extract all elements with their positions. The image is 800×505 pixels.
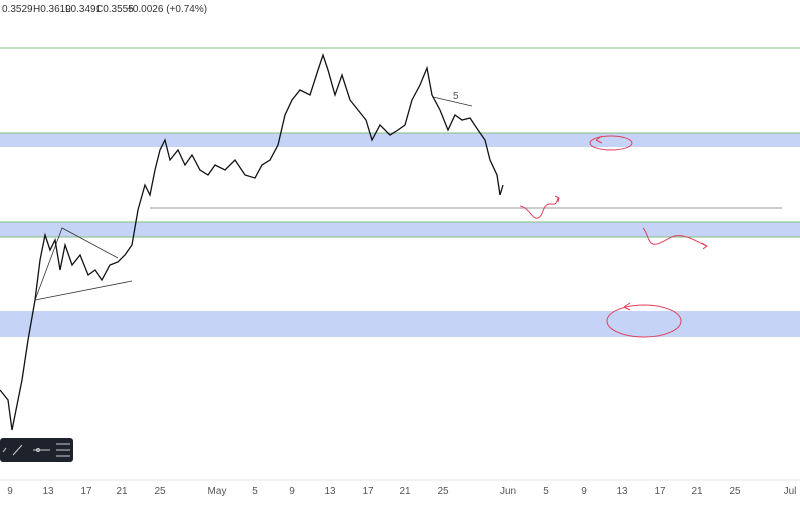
zone	[0, 222, 800, 237]
time-label: Jun	[500, 486, 516, 497]
ohlc-value: L0.3491	[65, 4, 102, 15]
triangle-drawing	[432, 96, 473, 107]
time-label: 5	[543, 486, 549, 497]
time-label: 21	[691, 486, 703, 497]
time-label: 13	[42, 486, 54, 497]
zone	[0, 133, 800, 147]
drawing-toolbar[interactable]	[0, 438, 73, 462]
time-label: 25	[729, 486, 741, 497]
ohlc-value: 0.3529	[2, 4, 33, 15]
ohlc-value: C0.3555	[96, 4, 134, 15]
ohlc-value: +0.0026 (+0.74%)	[127, 4, 207, 15]
drawing-label: 5	[453, 91, 459, 102]
time-label: 13	[324, 486, 336, 497]
zone	[0, 311, 800, 337]
time-label: 9	[289, 486, 295, 497]
time-label: 21	[399, 486, 411, 497]
price-path	[0, 52, 504, 431]
time-label: 17	[80, 486, 92, 497]
time-label: 17	[654, 486, 666, 497]
time-label: 25	[437, 486, 449, 497]
time-label: 9	[7, 486, 13, 497]
time-label: Jul	[784, 486, 797, 497]
time-label: 5	[252, 486, 258, 497]
time-label: May	[208, 486, 227, 497]
time-label: 17	[362, 486, 374, 497]
time-label: 13	[616, 486, 628, 497]
time-axis: 9 13 17 21 25 May 5 9 13 17 21 25 Jun 5 9 13 17 21 25 Jul	[7, 486, 796, 497]
triangle-drawing	[34, 227, 119, 301]
time-label: 9	[581, 486, 587, 497]
triangle-drawing	[34, 280, 133, 301]
ohlc-value: H0.3619	[33, 4, 71, 15]
time-label: 21	[116, 486, 128, 497]
time-label: 25	[154, 486, 166, 497]
sketch	[519, 135, 708, 338]
